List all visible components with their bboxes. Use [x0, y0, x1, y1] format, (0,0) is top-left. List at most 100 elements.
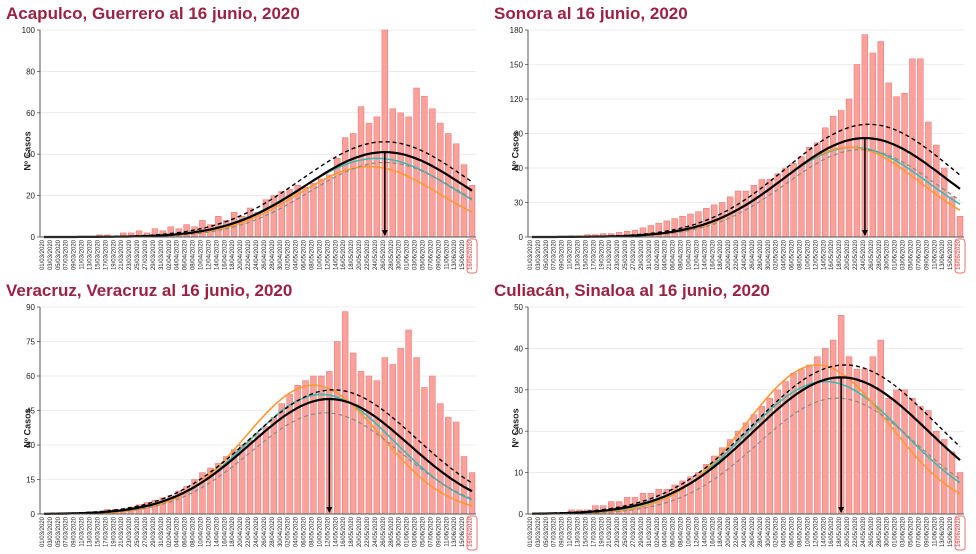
svg-text:11/06/2020: 11/06/2020 — [444, 516, 450, 546]
svg-text:02/05/2020: 02/05/2020 — [286, 516, 292, 547]
svg-text:10: 10 — [514, 469, 523, 478]
svg-text:31/03/2020: 31/03/2020 — [159, 239, 165, 270]
svg-text:40: 40 — [514, 344, 523, 353]
svg-text:13/03/2020: 13/03/2020 — [88, 239, 94, 270]
svg-text:03/06/2020: 03/06/2020 — [413, 239, 419, 270]
svg-text:03/03/2020: 03/03/2020 — [536, 239, 542, 270]
svg-text:08/04/2020: 08/04/2020 — [679, 239, 685, 270]
svg-text:01/06/2020: 01/06/2020 — [893, 239, 899, 270]
svg-text:06/04/2020: 06/04/2020 — [671, 239, 677, 270]
svg-text:30/04/2020: 30/04/2020 — [278, 239, 284, 270]
svg-text:23/03/2020: 23/03/2020 — [615, 516, 621, 547]
panel-title: Acapulco, Guerrero al 16 junio, 2020 — [6, 4, 482, 24]
svg-text:06/04/2020: 06/04/2020 — [671, 516, 677, 547]
svg-text:08/05/2020: 08/05/2020 — [798, 516, 804, 547]
svg-text:09/06/2020: 09/06/2020 — [924, 516, 930, 547]
svg-text:04/05/2020: 04/05/2020 — [782, 239, 788, 270]
svg-text:120: 120 — [510, 95, 524, 104]
svg-text:31/03/2020: 31/03/2020 — [159, 516, 165, 547]
svg-text:25/03/2020: 25/03/2020 — [623, 239, 629, 270]
chart-svg: 015304560759001/03/202003/03/202005/03/2… — [6, 303, 482, 552]
svg-text:18/05/2020: 18/05/2020 — [349, 239, 355, 270]
svg-text:16/06/2020: 16/06/2020 — [468, 239, 474, 270]
svg-text:22/05/2020: 22/05/2020 — [853, 239, 859, 270]
svg-text:28/04/2020: 28/04/2020 — [758, 239, 764, 270]
y-axis-label: Nº Casos — [511, 408, 521, 447]
svg-text:24/04/2020: 24/04/2020 — [742, 516, 748, 547]
svg-text:07/06/2020: 07/06/2020 — [916, 516, 922, 547]
y-axis-label: Nº Casos — [23, 131, 33, 170]
svg-text:15/03/2020: 15/03/2020 — [96, 516, 102, 547]
svg-text:0: 0 — [31, 510, 36, 519]
svg-text:28/04/2020: 28/04/2020 — [270, 516, 276, 547]
chart-grid: Acapulco, Guerrero al 16 junio, 2020 Nº … — [0, 0, 976, 554]
svg-text:0: 0 — [519, 233, 524, 242]
svg-text:29/03/2020: 29/03/2020 — [151, 516, 157, 547]
svg-text:27/03/2020: 27/03/2020 — [143, 239, 149, 270]
y-axis-label: Nº Casos — [23, 408, 33, 447]
chart-wrap: Nº Casos 02040608010001/03/202003/03/202… — [6, 26, 482, 275]
svg-text:10/04/2020: 10/04/2020 — [687, 239, 693, 270]
svg-text:24/04/2020: 24/04/2020 — [254, 516, 260, 547]
svg-text:10/04/2020: 10/04/2020 — [687, 516, 693, 547]
svg-text:07/06/2020: 07/06/2020 — [428, 239, 434, 270]
chart-svg: 02040608010001/03/202003/03/202005/03/20… — [6, 26, 482, 275]
svg-text:20/04/2020: 20/04/2020 — [726, 239, 732, 270]
svg-text:16/04/2020: 16/04/2020 — [222, 516, 228, 547]
svg-text:150: 150 — [510, 61, 524, 70]
svg-text:01/03/2020: 01/03/2020 — [528, 239, 534, 270]
svg-text:23/03/2020: 23/03/2020 — [615, 239, 621, 270]
svg-text:10/04/2020: 10/04/2020 — [199, 516, 205, 547]
svg-text:12/05/2020: 12/05/2020 — [813, 239, 819, 270]
svg-text:24/05/2020: 24/05/2020 — [861, 516, 867, 547]
svg-text:21/03/2020: 21/03/2020 — [119, 239, 125, 270]
svg-text:31/03/2020: 31/03/2020 — [647, 516, 653, 547]
svg-text:20/04/2020: 20/04/2020 — [726, 516, 732, 547]
svg-text:05/03/2020: 05/03/2020 — [544, 239, 550, 270]
svg-text:30/05/2020: 30/05/2020 — [885, 239, 891, 270]
svg-text:08/04/2020: 08/04/2020 — [191, 516, 197, 547]
svg-text:30: 30 — [514, 386, 523, 395]
svg-text:16/05/2020: 16/05/2020 — [341, 239, 347, 270]
svg-text:13/06/2020: 13/06/2020 — [452, 516, 458, 547]
svg-text:02/04/2020: 02/04/2020 — [167, 239, 173, 270]
svg-text:15/06/2020: 15/06/2020 — [460, 239, 466, 270]
svg-text:30/05/2020: 30/05/2020 — [397, 516, 403, 547]
svg-text:08/05/2020: 08/05/2020 — [310, 516, 316, 547]
svg-text:06/05/2020: 06/05/2020 — [790, 239, 796, 270]
svg-text:06/04/2020: 06/04/2020 — [183, 239, 189, 270]
svg-text:75: 75 — [26, 338, 35, 347]
svg-text:15/03/2020: 15/03/2020 — [96, 239, 102, 270]
svg-text:60: 60 — [26, 109, 35, 118]
svg-text:23/03/2020: 23/03/2020 — [127, 516, 133, 547]
svg-text:14/04/2020: 14/04/2020 — [702, 516, 708, 547]
svg-text:05/06/2020: 05/06/2020 — [421, 516, 427, 547]
svg-text:01/06/2020: 01/06/2020 — [405, 239, 411, 270]
svg-text:02/05/2020: 02/05/2020 — [774, 516, 780, 547]
svg-text:31/03/2020: 31/03/2020 — [647, 239, 653, 270]
svg-text:26/04/2020: 26/04/2020 — [750, 239, 756, 270]
chart-svg: 0102030405001/03/202003/03/202005/03/202… — [494, 303, 970, 552]
svg-text:04/04/2020: 04/04/2020 — [175, 239, 181, 270]
svg-text:13/06/2020: 13/06/2020 — [940, 516, 946, 547]
svg-text:14/05/2020: 14/05/2020 — [333, 239, 339, 270]
svg-text:28/04/2020: 28/04/2020 — [758, 516, 764, 547]
svg-text:04/04/2020: 04/04/2020 — [663, 516, 669, 547]
svg-text:09/03/2020: 09/03/2020 — [72, 239, 78, 270]
svg-text:16/06/2020: 16/06/2020 — [956, 239, 962, 270]
chart-wrap: Nº Casos 015304560759001/03/202003/03/20… — [6, 303, 482, 552]
svg-text:08/04/2020: 08/04/2020 — [679, 516, 685, 547]
svg-text:09/06/2020: 09/06/2020 — [924, 239, 930, 270]
svg-text:02/05/2020: 02/05/2020 — [286, 239, 292, 270]
svg-text:01/06/2020: 01/06/2020 — [893, 516, 899, 547]
svg-text:20/05/2020: 20/05/2020 — [357, 516, 363, 547]
svg-text:08/04/2020: 08/04/2020 — [191, 239, 197, 270]
svg-text:15: 15 — [26, 476, 35, 485]
svg-text:10/05/2020: 10/05/2020 — [317, 516, 323, 547]
svg-text:22/04/2020: 22/04/2020 — [246, 239, 252, 270]
svg-text:15/06/2020: 15/06/2020 — [460, 516, 466, 547]
svg-text:07/03/2020: 07/03/2020 — [64, 516, 70, 547]
svg-text:11/03/2020: 11/03/2020 — [568, 516, 574, 546]
svg-text:18/04/2020: 18/04/2020 — [230, 239, 236, 270]
svg-text:27/03/2020: 27/03/2020 — [143, 516, 149, 547]
